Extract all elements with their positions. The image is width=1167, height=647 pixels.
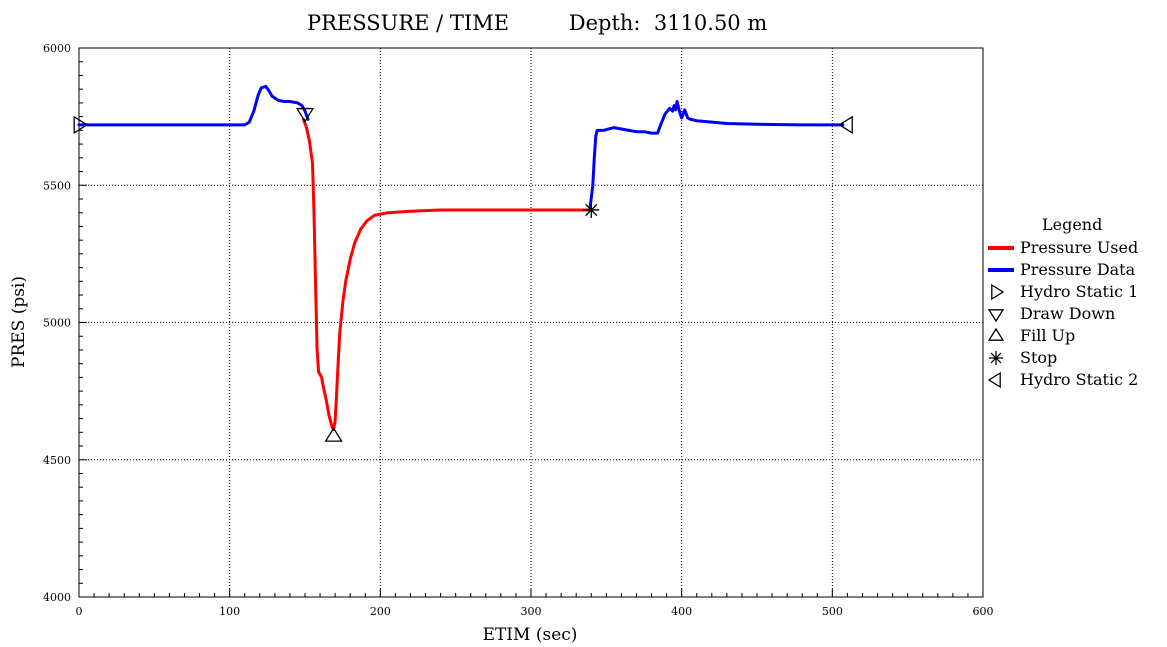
legend-label-draw-down: Draw Down <box>1020 304 1115 323</box>
x-tick-label: 400 <box>671 605 692 618</box>
legend-label-hydro-static-2: Hydro Static 2 <box>1020 370 1138 389</box>
marker-hydro-static-2 <box>838 115 853 135</box>
x-tick-label: 300 <box>521 605 542 618</box>
axis-ticks: 0 100 200 300 400 500 600 4000 4500 5000 5500 6000 <box>43 42 994 618</box>
event-markers <box>73 107 853 442</box>
y-tick-label: 5500 <box>43 179 71 192</box>
legend-label-pressure-data: Pressure Data <box>1020 260 1136 279</box>
x-tick-label: 200 <box>370 605 391 618</box>
legend: Legend Pressure Used Pressure Data Hydro S… <box>987 215 1138 389</box>
series-line-pressure-used <box>302 117 592 432</box>
legend-label-stop: Stop <box>1020 348 1057 367</box>
y-tick-label: 4000 <box>43 591 71 604</box>
legend-symbol-fill-up <box>987 327 1005 341</box>
marker-draw-down <box>295 107 315 123</box>
series-line-pressure-data <box>588 100 845 212</box>
x-tick-label: 600 <box>973 605 994 618</box>
x-axis-label: ETIM (sec) <box>483 625 578 645</box>
legend-label-pressure-used: Pressure Used <box>1020 238 1138 257</box>
y-tick-label: 4500 <box>43 454 71 467</box>
x-tick-label: 100 <box>219 605 240 618</box>
chart-title: PRESSURE / TIME <box>307 11 509 35</box>
y-tick-label: 6000 <box>43 42 71 55</box>
legend-symbol-draw-down <box>987 309 1005 323</box>
marker-hydro-static-1 <box>73 115 89 135</box>
y-axis-label: PRES (psi) <box>9 276 29 368</box>
legend-symbol-stop <box>989 351 1003 365</box>
legend-title: Legend <box>1042 215 1102 234</box>
legend-label-fill-up: Fill Up <box>1020 326 1075 345</box>
grid-lines <box>79 48 983 597</box>
legend-symbol-hydro-static-2 <box>987 371 1001 389</box>
x-tick-label: 500 <box>822 605 843 618</box>
series-line-pressure-data <box>77 84 310 127</box>
legend-symbol-hydro-static-1 <box>991 283 1005 301</box>
marker-stop <box>583 201 600 218</box>
legend-label-hydro-static-1: Hydro Static 1 <box>1020 282 1138 301</box>
chart-subtitle: Depth: 3110.50 m <box>569 11 768 35</box>
marker-fill-up <box>324 427 343 442</box>
x-tick-label: 0 <box>76 605 83 618</box>
series-lines <box>77 84 845 432</box>
y-tick-label: 5000 <box>43 317 71 330</box>
